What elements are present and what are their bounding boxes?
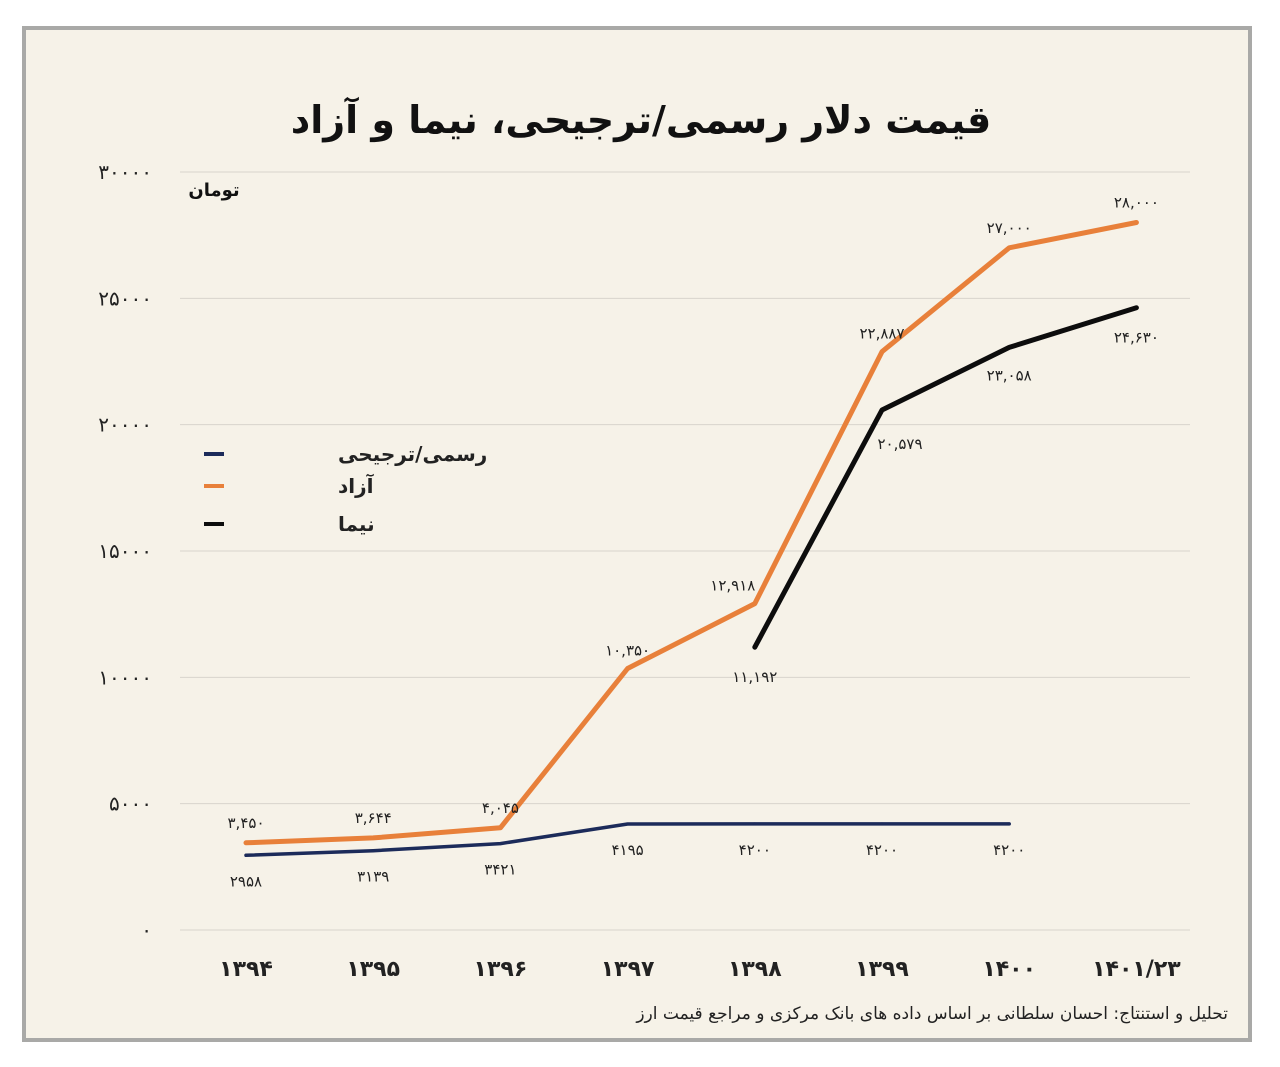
- series-point-0: [244, 853, 248, 857]
- data-label: ۱۲,۹۱۸: [710, 577, 755, 595]
- legend-label: آزاد: [338, 473, 375, 498]
- data-label: ۳۱۳۹: [357, 868, 389, 886]
- y-tick-label: ۰: [141, 918, 152, 942]
- data-label: ۲۸,۰۰۰: [1114, 194, 1159, 212]
- series-point-1: [371, 836, 375, 840]
- data-label: ۲۲,۸۸۷: [859, 325, 904, 343]
- series-point-1: [244, 841, 248, 845]
- series-line-2: [752, 305, 1139, 650]
- data-label: ۱۰,۳۵۰: [605, 641, 650, 659]
- series-point-1: [753, 602, 757, 606]
- x-tick-label: ۱۴۰۰: [982, 957, 1036, 982]
- y-tick-label: ۲۰۰۰۰: [98, 413, 152, 437]
- x-tick-label: ۱۳۹۸: [728, 957, 782, 982]
- data-label: ۲۳,۰۵۸: [987, 366, 1032, 384]
- source-note: تحلیل و استنتاج: احسان سلطانی بر اساس دا…: [636, 1004, 1228, 1024]
- data-label: ۳,۴۵۰: [228, 814, 265, 832]
- legend-label: نیما: [338, 512, 375, 536]
- data-label: ۲۹۵۸: [230, 872, 262, 890]
- x-tick-label: ۱۳۹۶: [474, 957, 528, 982]
- y-axis-unit-label: تومان: [188, 180, 239, 201]
- series-point-1: [880, 350, 884, 354]
- data-label: ۴۲۰۰: [866, 841, 898, 859]
- y-tick-label: ۳۰۰۰۰: [98, 160, 152, 184]
- series-point-0: [371, 849, 375, 853]
- series-line-1: [243, 220, 1139, 846]
- data-label: ۳,۶۴۴: [355, 809, 392, 827]
- x-tick-label: ۱۳۹۹: [855, 957, 909, 982]
- series-point-0: [626, 822, 630, 826]
- y-tick-label: ۲۵۰۰۰: [98, 286, 152, 310]
- series-point-1: [1007, 246, 1011, 250]
- x-tick-label: ۱۴۰۱/۲۳: [1092, 957, 1181, 982]
- x-tick-label: ۱۳۹۴: [219, 957, 273, 982]
- series-point-0: [880, 822, 884, 826]
- data-label: ۲۷,۰۰۰: [987, 219, 1032, 237]
- chart-title: قیمت دلار رسمی/ترجیحی، نیما و آزاد: [290, 98, 992, 142]
- data-label: ۲۴,۶۳۰: [1114, 329, 1159, 347]
- data-label: ۴۲۰۰: [993, 841, 1025, 859]
- series-point-0: [1007, 822, 1011, 826]
- data-label: ۴۲۰۰: [739, 841, 771, 859]
- data-label: ۲۰,۵۷۹: [877, 435, 922, 453]
- data-label: ۳۴۲۱: [484, 861, 516, 879]
- x-tick-label: ۱۳۹۵: [346, 957, 400, 982]
- data-label: ۱۱,۱۹۲: [732, 668, 777, 686]
- x-tick-label: ۱۳۹۷: [601, 957, 655, 982]
- data-label: ۴۱۹۵: [611, 841, 643, 859]
- chart-frame: قیمت دلار رسمی/ترجیحی، نیما و آزاد ۰ ۵۰۰۰…: [22, 26, 1252, 1042]
- series-point-1: [498, 826, 502, 830]
- data-label: ۴,۰۴۵: [482, 799, 519, 817]
- series-point-0: [753, 822, 757, 826]
- y-tick-label: ۱۰۰۰۰: [98, 665, 152, 689]
- line-chart: ۰ ۵۰۰۰ ۱۰۰۰۰ ۱۵۰۰۰ ۲۰۰۰۰ ۲۵۰۰۰ ۳۰۰۰۰ تومان ۱۳۹۴ ۱…: [98, 160, 1190, 982]
- y-tick-label: ۱۵۰۰۰: [98, 539, 152, 563]
- y-tick-label: ۵۰۰۰: [109, 792, 152, 816]
- legend-label: رسمی/ترجیحی: [338, 442, 487, 466]
- series-point-2: [1007, 345, 1011, 349]
- series-point-1: [1134, 221, 1138, 225]
- series-point-2: [1134, 306, 1138, 310]
- series-point-2: [753, 645, 757, 649]
- series-point-1: [626, 666, 630, 670]
- series-point-0: [498, 842, 502, 846]
- series-point-2: [880, 408, 884, 412]
